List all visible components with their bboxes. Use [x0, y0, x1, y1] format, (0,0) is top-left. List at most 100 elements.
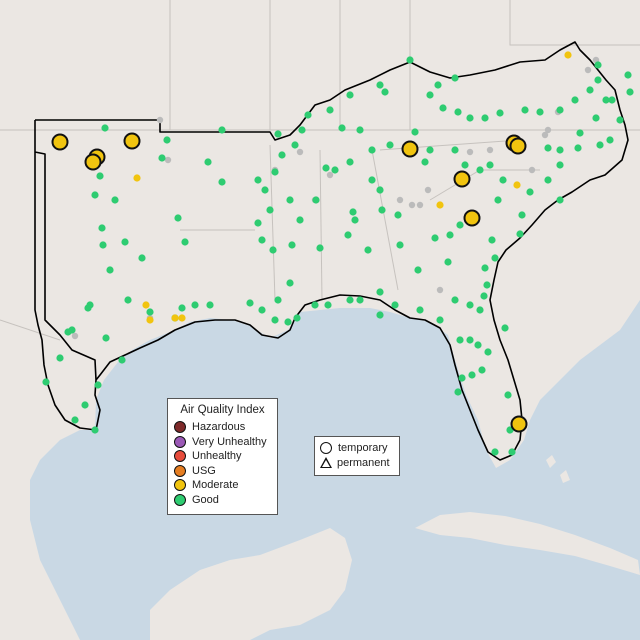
- good-station-marker[interactable]: [454, 388, 462, 396]
- good-station-marker[interactable]: [316, 244, 324, 252]
- good-station-marker[interactable]: [544, 176, 552, 184]
- good-station-marker[interactable]: [426, 146, 434, 154]
- good-station-marker[interactable]: [124, 296, 132, 304]
- good-station-marker[interactable]: [466, 114, 474, 122]
- no-data-station-marker[interactable]: [408, 201, 416, 209]
- good-station-marker[interactable]: [606, 136, 614, 144]
- good-station-marker[interactable]: [322, 164, 330, 172]
- moderate-station-marker-large[interactable]: [509, 137, 527, 155]
- no-data-station-marker[interactable]: [544, 126, 552, 134]
- good-station-marker[interactable]: [476, 306, 484, 314]
- good-station-marker[interactable]: [269, 246, 277, 254]
- moderate-station-marker[interactable]: [564, 51, 572, 59]
- good-station-marker[interactable]: [496, 109, 504, 117]
- no-data-station-marker[interactable]: [396, 196, 404, 204]
- no-data-station-marker[interactable]: [528, 166, 536, 174]
- good-station-marker[interactable]: [146, 308, 154, 316]
- good-station-marker[interactable]: [592, 114, 600, 122]
- good-station-marker[interactable]: [544, 144, 552, 152]
- good-station-marker[interactable]: [556, 106, 564, 114]
- no-data-station-marker[interactable]: [436, 286, 444, 294]
- good-station-marker[interactable]: [486, 161, 494, 169]
- moderate-station-marker-large[interactable]: [453, 170, 471, 188]
- good-station-marker[interactable]: [356, 296, 364, 304]
- good-station-marker[interactable]: [608, 96, 616, 104]
- good-station-marker[interactable]: [518, 211, 526, 219]
- good-station-marker[interactable]: [286, 196, 294, 204]
- good-station-marker[interactable]: [261, 186, 269, 194]
- no-data-station-marker[interactable]: [326, 171, 334, 179]
- good-station-marker[interactable]: [411, 128, 419, 136]
- no-data-station-marker[interactable]: [164, 156, 172, 164]
- good-station-marker[interactable]: [439, 104, 447, 112]
- good-station-marker[interactable]: [349, 208, 357, 216]
- good-station-marker[interactable]: [284, 318, 292, 326]
- good-station-marker[interactable]: [191, 301, 199, 309]
- no-data-station-marker[interactable]: [156, 116, 164, 124]
- no-data-station-marker[interactable]: [296, 148, 304, 156]
- good-station-marker[interactable]: [254, 176, 262, 184]
- good-station-marker[interactable]: [102, 334, 110, 342]
- good-station-marker[interactable]: [556, 161, 564, 169]
- good-station-marker[interactable]: [288, 241, 296, 249]
- good-station-marker[interactable]: [271, 168, 279, 176]
- no-data-station-marker[interactable]: [584, 66, 592, 74]
- good-station-marker[interactable]: [376, 81, 384, 89]
- good-station-marker[interactable]: [254, 219, 262, 227]
- moderate-station-marker[interactable]: [142, 301, 150, 309]
- good-station-marker[interactable]: [293, 314, 301, 322]
- no-data-station-marker[interactable]: [416, 201, 424, 209]
- good-station-marker[interactable]: [456, 336, 464, 344]
- good-station-marker[interactable]: [111, 196, 119, 204]
- good-station-marker[interactable]: [121, 238, 129, 246]
- good-station-marker[interactable]: [594, 61, 602, 69]
- good-station-marker[interactable]: [271, 316, 279, 324]
- good-station-marker[interactable]: [521, 106, 529, 114]
- moderate-station-marker-large[interactable]: [463, 209, 481, 227]
- good-station-marker[interactable]: [624, 71, 632, 79]
- good-station-marker[interactable]: [508, 448, 516, 456]
- good-station-marker[interactable]: [456, 221, 464, 229]
- good-station-marker[interactable]: [376, 186, 384, 194]
- good-station-marker[interactable]: [356, 126, 364, 134]
- good-station-marker[interactable]: [474, 341, 482, 349]
- good-station-marker[interactable]: [481, 264, 489, 272]
- good-station-marker[interactable]: [431, 234, 439, 242]
- good-station-marker[interactable]: [84, 304, 92, 312]
- no-data-station-marker[interactable]: [71, 332, 79, 340]
- good-station-marker[interactable]: [499, 176, 507, 184]
- good-station-marker[interactable]: [274, 130, 282, 138]
- good-station-marker[interactable]: [91, 426, 99, 434]
- good-station-marker[interactable]: [458, 374, 466, 382]
- good-station-marker[interactable]: [504, 391, 512, 399]
- good-station-marker[interactable]: [461, 161, 469, 169]
- good-station-marker[interactable]: [476, 166, 484, 174]
- good-station-marker[interactable]: [331, 166, 339, 174]
- good-station-marker[interactable]: [246, 299, 254, 307]
- good-station-marker[interactable]: [526, 188, 534, 196]
- no-data-station-marker[interactable]: [486, 146, 494, 154]
- moderate-station-marker-large[interactable]: [510, 415, 528, 433]
- good-station-marker[interactable]: [351, 216, 359, 224]
- good-station-marker[interactable]: [444, 258, 452, 266]
- good-station-marker[interactable]: [426, 91, 434, 99]
- moderate-station-marker[interactable]: [436, 201, 444, 209]
- good-station-marker[interactable]: [478, 366, 486, 374]
- good-station-marker[interactable]: [291, 141, 299, 149]
- good-station-marker[interactable]: [218, 178, 226, 186]
- good-station-marker[interactable]: [56, 354, 64, 362]
- good-station-marker[interactable]: [466, 336, 474, 344]
- good-station-marker[interactable]: [451, 74, 459, 82]
- good-station-marker[interactable]: [311, 301, 319, 309]
- good-station-marker[interactable]: [99, 241, 107, 249]
- good-station-marker[interactable]: [394, 211, 402, 219]
- good-station-marker[interactable]: [64, 328, 72, 336]
- good-station-marker[interactable]: [312, 196, 320, 204]
- good-station-marker[interactable]: [181, 238, 189, 246]
- good-station-marker[interactable]: [344, 231, 352, 239]
- good-station-marker[interactable]: [386, 141, 394, 149]
- good-station-marker[interactable]: [296, 216, 304, 224]
- good-station-marker[interactable]: [106, 266, 114, 274]
- good-station-marker[interactable]: [346, 296, 354, 304]
- good-station-marker[interactable]: [368, 176, 376, 184]
